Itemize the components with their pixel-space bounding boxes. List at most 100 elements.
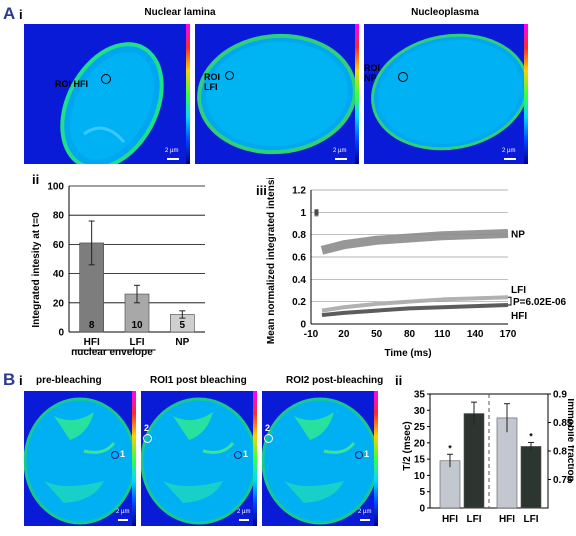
color-lut-bar — [253, 391, 257, 526]
panel-a-letter: A — [3, 4, 16, 23]
bar-hfi — [439, 460, 461, 509]
x-tick-label: HFI — [84, 337, 100, 348]
series-line-hfi — [321, 303, 509, 318]
roi-2-label: 2 — [265, 423, 271, 433]
x-tick-label: HFI — [499, 514, 515, 525]
bar-lfi — [520, 446, 542, 509]
chart-t2-immobile-fraction: T/2 (msec) Immobile fraction 0 5 10 15 20 25 3… — [402, 390, 574, 526]
header-roi1-post-bleaching: ROI1 post bleaching — [150, 375, 247, 386]
roi-1-label: 1 — [120, 449, 126, 459]
scale-bar — [335, 158, 347, 160]
scale-label: 2 µm — [502, 148, 516, 154]
scale-label: 2 µm — [165, 148, 179, 154]
y-tick-label: 35 — [414, 390, 426, 401]
y-tick-label: 5 — [419, 487, 425, 498]
x-tick-label: 110 — [434, 329, 451, 340]
x-tick-label: 20 — [338, 329, 350, 340]
panel-b-letter: B — [3, 370, 16, 389]
y-tick-label: 80 — [53, 211, 65, 222]
x-tick-label: LFI — [467, 514, 482, 525]
panel-a-ii-label: ii — [32, 172, 40, 187]
scale-bar — [360, 519, 370, 521]
x-tick-label: HFI — [442, 514, 458, 525]
x-tick-label: 170 — [500, 329, 517, 340]
roi-1-label: 1 — [243, 449, 249, 459]
color-lut-bar — [132, 391, 136, 526]
y-tick-label: 0.2 — [292, 297, 306, 308]
panel-b-ii-label: ii — [395, 373, 403, 388]
scale-bar — [504, 158, 516, 160]
scale-bar — [239, 519, 249, 521]
series-label-np: NP — [511, 230, 525, 241]
y2-tick-label: 0.9 — [553, 390, 567, 401]
color-lut-bar — [186, 24, 190, 164]
y-tick-label: 15 — [414, 455, 426, 466]
y-tick-label: 0 — [419, 504, 425, 515]
y2-tick-label: 0.85 — [553, 418, 573, 429]
y-tick-label: 20 — [53, 298, 65, 309]
roi-lfi-label: ROI LFI — [204, 72, 221, 92]
y2-tick-label: 0.8 — [553, 447, 567, 458]
x-tick-label: -10 — [304, 329, 319, 340]
header-pre-bleaching: pre-bleaching — [36, 375, 102, 386]
header-roi2-post-bleaching: ROI2 post-bleaching — [286, 375, 384, 386]
x-tick-label: 80 — [404, 329, 416, 340]
roi-1-label: 1 — [364, 449, 370, 459]
scale-label: 2 µm — [116, 509, 130, 515]
n-label: 8 — [89, 320, 95, 331]
x-tick-label: NP — [175, 337, 189, 348]
chart-normalized-intensity: Mean normalized integrated intensity 0 0.… — [266, 178, 567, 359]
scale-label: 2 µm — [333, 148, 347, 154]
color-lut-bar — [374, 391, 378, 526]
scale-label: 2 µm — [358, 509, 372, 515]
y-tick-label: 0 — [58, 328, 64, 339]
series-line-np — [320, 229, 509, 255]
ylabel-integrated-intensity: Integrated intesity at t=0 — [31, 212, 42, 328]
chart-integrated-intensity: Integrated intesity at t=0 0 20 40 60 80 100 8… — [31, 182, 205, 358]
p-value-label: P=6.02E-06 — [513, 297, 567, 308]
micrograph-np: 2 µm — [364, 24, 528, 164]
roi-1-circle — [234, 451, 242, 459]
nucleus-roi2-svg — [262, 397, 378, 525]
series-label-lfi: LFI — [511, 285, 526, 296]
roi-lfi-circle — [225, 71, 234, 80]
significance-marker: * — [529, 431, 533, 441]
y-tick-label: 0.4 — [292, 275, 306, 286]
panel-a-i-label: i — [19, 7, 23, 22]
x-tick-label: 50 — [371, 329, 383, 340]
header-nuclear-lamina: Nuclear lamina — [144, 7, 216, 18]
x-tick-label: LFI — [130, 337, 145, 348]
x-tick-label: LFI — [524, 514, 539, 525]
series-line-lfi — [321, 295, 509, 313]
xlabel-nuclear-envelope: nuclear envelope — [71, 347, 153, 358]
nucleus-roi1-svg — [141, 397, 257, 525]
micrograph-lfi: 2 µm — [195, 24, 359, 164]
y-tick-label: 60 — [53, 240, 65, 251]
roi-1-circle — [111, 451, 119, 459]
y-tick-label: 0.8 — [292, 230, 306, 241]
y-tick-label: 25 — [414, 422, 426, 433]
scale-bar — [118, 519, 128, 521]
roi-1-circle — [355, 451, 363, 459]
y-tick-label: 0.6 — [292, 253, 306, 264]
y-tick-label: 30 — [414, 406, 426, 417]
roi-np-circle — [398, 72, 408, 82]
y-tick-label: 0 — [300, 320, 306, 331]
panel-b-i-label: i — [19, 373, 23, 388]
ylabel-immobile-fraction: Immobile fraction — [565, 398, 574, 481]
y-tick-label: 40 — [53, 269, 65, 280]
xlabel-time: Time (ms) — [384, 348, 431, 359]
nucleus-lfi-svg — [197, 33, 357, 155]
n-label: 10 — [131, 320, 143, 331]
header-nucleoplasma: Nucleoplasma — [411, 7, 479, 18]
roi-2-label: 2 — [144, 423, 150, 433]
roi-2-circle — [264, 434, 273, 443]
significance-marker: * — [448, 443, 452, 453]
micrograph-roi2-post: 2 µm — [262, 391, 378, 526]
micrograph-pre-bleaching: 2 µm — [24, 391, 136, 526]
nucleus-hfi-svg — [60, 42, 164, 164]
y-tick-label: 100 — [47, 182, 64, 193]
y-tick-label: 10 — [414, 471, 426, 482]
y-tick-label: 20 — [414, 438, 426, 449]
series-label-hfi: HFI — [511, 311, 527, 322]
